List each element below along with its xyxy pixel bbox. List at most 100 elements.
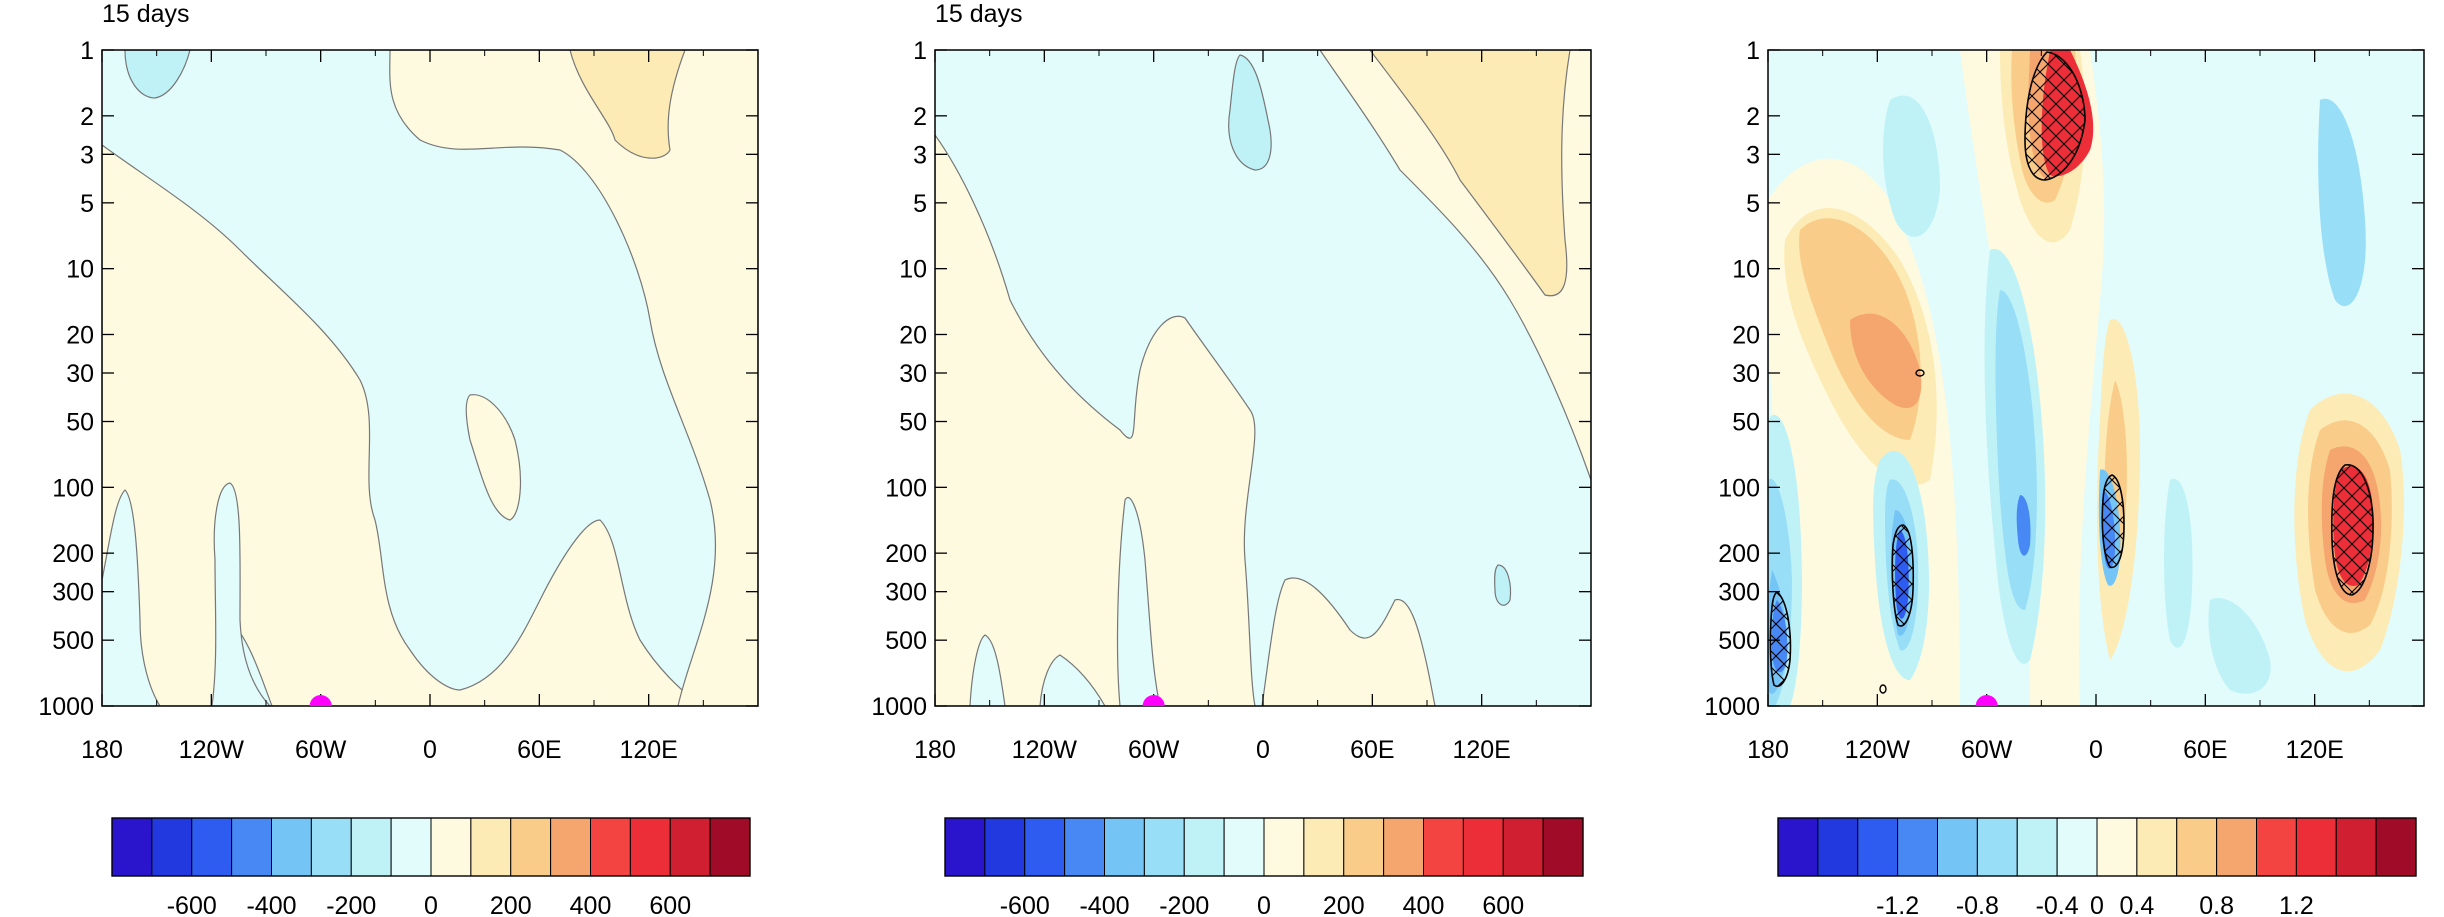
- colorbar-bin: [1104, 817, 1145, 877]
- y-tick-label: 20: [1732, 321, 1760, 349]
- x-tick-label: 120E: [1452, 736, 1510, 764]
- x-tick-label: 0: [423, 736, 437, 764]
- colorbar-bin: [2136, 817, 2178, 877]
- colorbar-bin: [1064, 817, 1105, 877]
- colorbar-label: 400: [1403, 892, 1445, 917]
- y-tick-label: 100: [885, 474, 927, 502]
- colorbar-bin: [2216, 817, 2257, 877]
- colorbar-bin: [1423, 817, 1464, 877]
- y-tick-label: 20: [899, 321, 927, 349]
- colorbar-bin: [350, 817, 392, 877]
- significance-regions: [1769, 51, 2374, 694]
- contour-band-0-to-minus0.2: [2208, 598, 2271, 694]
- significance-contour: [1915, 369, 1925, 377]
- y-tick-label: 1: [1746, 37, 1760, 65]
- contour-band-0-to-200: [389, 50, 758, 706]
- x-tick-label: 120W: [1012, 736, 1078, 764]
- colorbar-bin: [1817, 817, 1859, 877]
- contour-band-minus0.2-to-minus0.4: [2318, 98, 2366, 307]
- colorbar-label: -200: [326, 892, 376, 917]
- y-tick-label: 10: [1732, 256, 1760, 284]
- colorbar-bin: [2176, 817, 2218, 877]
- y-tick-label: 1000: [38, 693, 94, 721]
- colorbar-bin: [1143, 817, 1185, 877]
- colorbar-label: -1.2: [1876, 892, 1919, 917]
- y-tick-label: 300: [885, 579, 927, 607]
- colorbar-bin: [1777, 817, 1819, 877]
- y-tick-label: 20: [66, 321, 94, 349]
- contour-band-0-to-minus0.2: [1883, 95, 1940, 237]
- panel-title: 15 days: [102, 0, 190, 28]
- contour-band-0-to-200: [1261, 577, 1436, 706]
- panel-title: 15 days: [935, 0, 1023, 28]
- significance-contour: [1879, 684, 1887, 694]
- x-tick-label: 0: [1256, 736, 1270, 764]
- colorbar-bin: [310, 817, 352, 877]
- panel-2: 15 days: [934, 0, 1592, 707]
- y-tick-label: 3: [913, 141, 927, 169]
- contour-band-minus0.8-to-minus1.2: [2016, 495, 2031, 556]
- colorbar-bin: [984, 817, 1026, 877]
- y-tick-label: 2: [80, 103, 94, 131]
- colorbar-bin: [669, 817, 711, 877]
- colorbar-label: -0.4: [2036, 892, 2079, 917]
- colorbar-bin: [1502, 817, 1544, 877]
- x-tick-label: 0: [2089, 736, 2103, 764]
- y-tick-label: 1000: [871, 693, 927, 721]
- contour-band-0-to-200: [1039, 654, 1106, 706]
- y-tick-label: 500: [52, 627, 94, 655]
- colorbar-label: 600: [649, 892, 691, 917]
- colorbar-bin: [550, 817, 591, 877]
- hatched-region: [2024, 51, 2086, 181]
- colorbar-bin: [1024, 817, 1066, 877]
- y-tick-label: 50: [66, 409, 94, 437]
- contour-band-0-to-200: [102, 144, 701, 706]
- colorbar-bin: [629, 817, 671, 877]
- colorbar-bin: [1542, 817, 1584, 877]
- y-tick-label: 300: [1718, 579, 1760, 607]
- y-tick-label: 5: [913, 190, 927, 218]
- panel-1: 15 days: [101, 0, 759, 707]
- colorbar-bin: [709, 817, 751, 877]
- colorbar-label: 200: [490, 892, 532, 917]
- colorbar-label: -400: [246, 892, 296, 917]
- y-tick-label: 50: [899, 409, 927, 437]
- colorbar-label: 0: [2090, 892, 2104, 917]
- colorbar-label: 200: [1323, 892, 1365, 917]
- y-tick-label: 30: [899, 360, 927, 388]
- source-marker: [1142, 695, 1165, 706]
- colorbar-label: 0: [1257, 892, 1271, 917]
- colorbar-bin: [430, 817, 472, 877]
- source-marker: [1975, 695, 1998, 706]
- y-tick-label: 1: [913, 37, 927, 65]
- colorbar-frame: [944, 817, 1584, 877]
- x-tick-label: 60E: [517, 736, 561, 764]
- y-tick-label: 1: [80, 37, 94, 65]
- colorbar-bin: [1937, 817, 1978, 877]
- contour-band-200-to-400: [569, 50, 686, 159]
- x-tick-label: 60W: [1961, 736, 2013, 764]
- y-tick-label: 5: [1746, 190, 1760, 218]
- colorbar-bin: [590, 817, 631, 877]
- contour-band-0-to-200: [1116, 497, 1161, 706]
- colorbar-bin: [390, 817, 432, 877]
- colorbar-bin: [2096, 817, 2138, 877]
- y-tick-label: 50: [1732, 409, 1760, 437]
- colorbar-bin: [151, 817, 193, 877]
- y-tick-label: 3: [1746, 141, 1760, 169]
- colorbar-bin: [2335, 817, 2377, 877]
- x-tick-label: 120W: [179, 736, 245, 764]
- colorbar-bin: [191, 817, 233, 877]
- x-tick-label: 120W: [1845, 736, 1911, 764]
- colorbar-bin: [1897, 817, 1938, 877]
- colorbar-label: -400: [1079, 892, 1129, 917]
- y-tick-label: 2: [913, 103, 927, 131]
- colorbar-label: -200: [1159, 892, 1209, 917]
- x-tick-label: 180: [914, 736, 956, 764]
- x-tick-label: 180: [1747, 736, 1789, 764]
- colorbar-bin: [1343, 817, 1385, 877]
- y-tick-label: 200: [52, 540, 94, 568]
- contour-band-0-to-200: [969, 634, 1006, 706]
- y-tick-label: 300: [52, 579, 94, 607]
